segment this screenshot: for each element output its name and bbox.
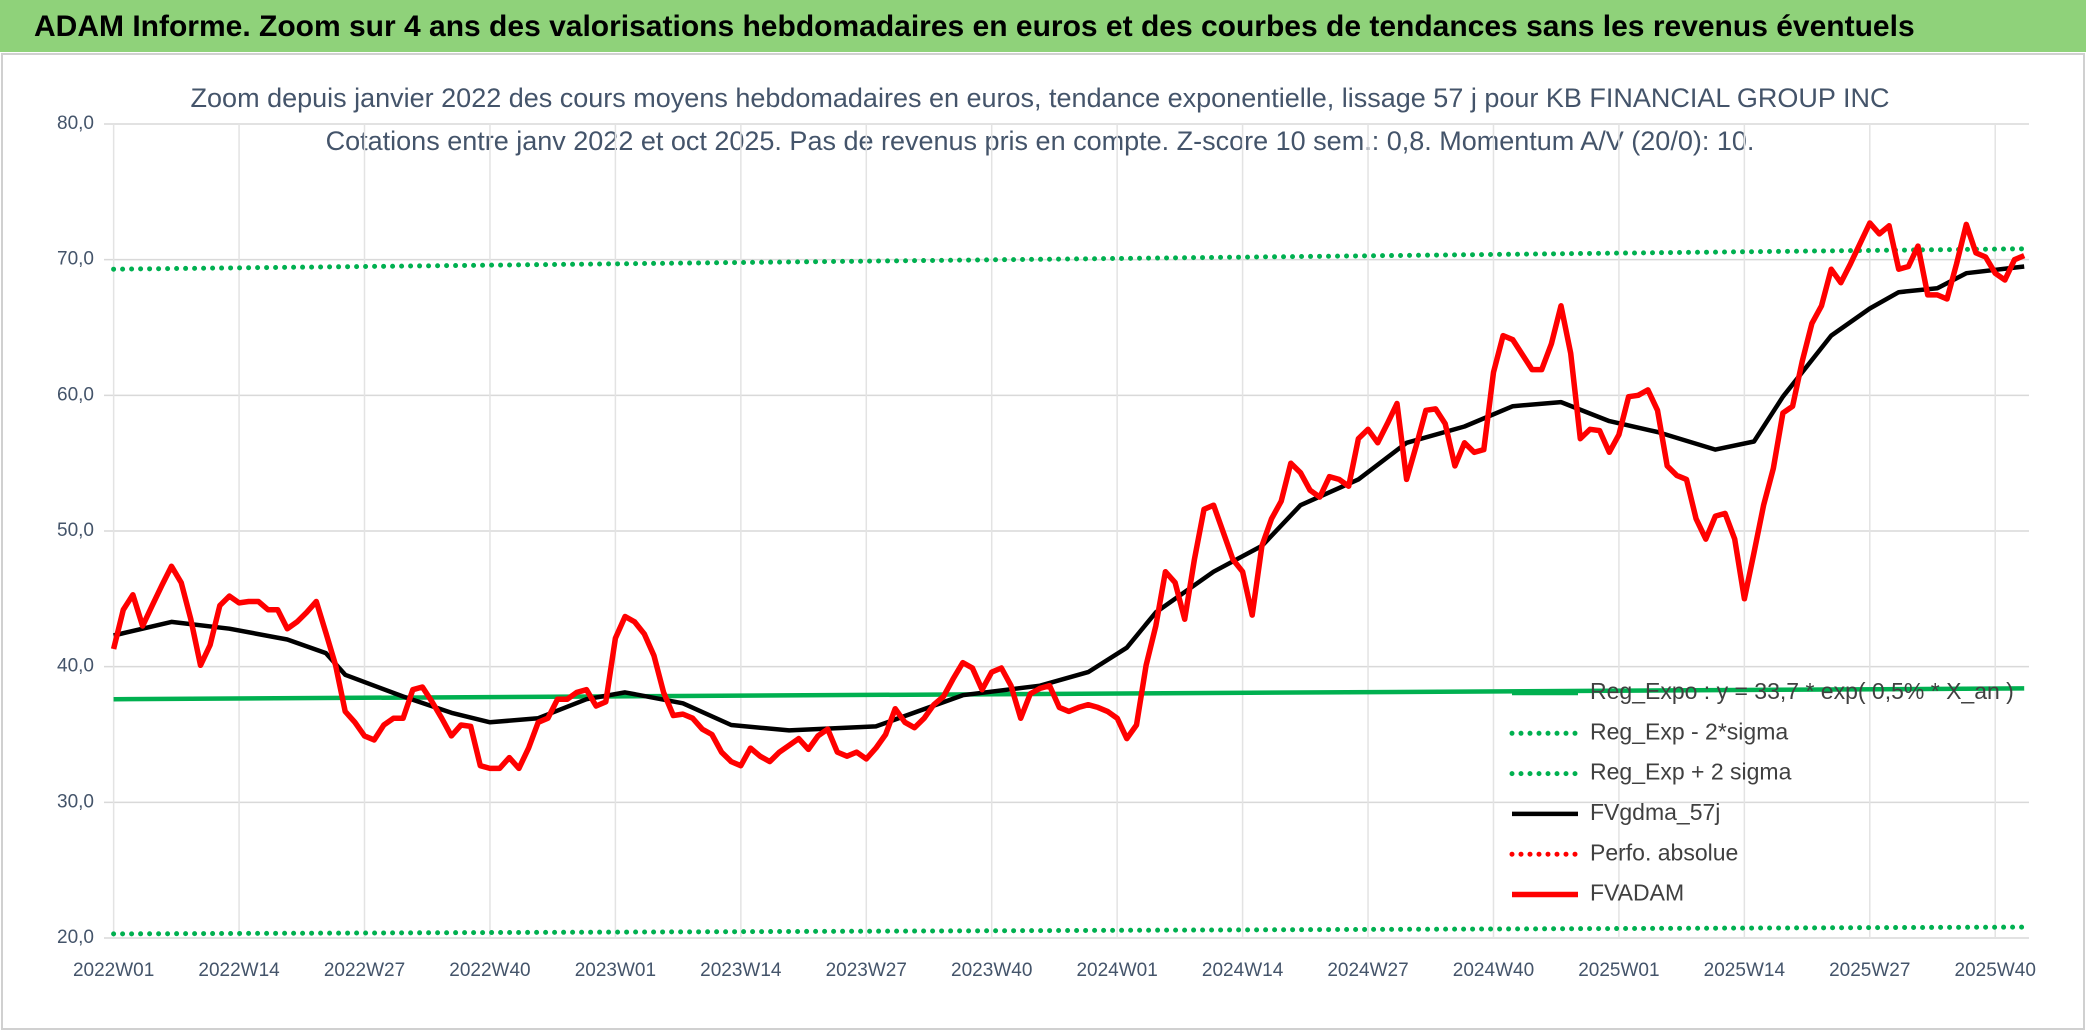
- legend-label: FVgdma_57j: [1590, 799, 1720, 825]
- series-line: [110, 220, 2026, 772]
- y-tick-label: 30,0: [57, 791, 94, 812]
- x-tick-label: 2022W01: [73, 960, 154, 981]
- legend-label: Perfo. absolue: [1590, 839, 1738, 865]
- chart-title: Zoom depuis janvier 2022 des cours moyen…: [191, 83, 1890, 113]
- chart-subtitle: Cotations entre janv 2022 et oct 2025. P…: [326, 126, 1755, 156]
- x-tick-label: 2022W14: [198, 960, 280, 981]
- legend-label: FVADAM: [1590, 880, 1684, 906]
- series-line: [111, 246, 2027, 272]
- x-tick-label: 2023W40: [951, 960, 1032, 981]
- header-title: ADAM Informe. Zoom sur 4 ans des valoris…: [34, 10, 1915, 43]
- series-line: [111, 924, 2027, 937]
- chart-frame: [1, 53, 2085, 1030]
- y-tick-label: 70,0: [57, 249, 94, 270]
- y-tick-label: 80,0: [57, 113, 94, 134]
- x-tick-label: 2025W27: [1829, 960, 1910, 981]
- y-tick-label: 40,0: [57, 656, 94, 677]
- x-tick-label: 2023W01: [575, 960, 656, 981]
- x-tick-label: 2023W27: [826, 960, 907, 981]
- x-tick-label: 2022W27: [324, 960, 405, 981]
- x-tick-label: 2023W14: [700, 960, 782, 981]
- x-tick-label: 2025W01: [1578, 960, 1659, 981]
- y-tick-label: 20,0: [57, 927, 94, 948]
- x-tick-label: 2024W14: [1202, 960, 1284, 981]
- y-tick-label: 60,0: [57, 384, 94, 405]
- series-line: [113, 264, 2025, 733]
- x-tick-label: 2025W40: [1955, 960, 2036, 981]
- x-tick-label: 2025W14: [1704, 960, 1786, 981]
- y-tick-label: 50,0: [57, 520, 94, 541]
- x-tick-label: 2022W40: [449, 960, 530, 981]
- legend-label: Reg_Expo : y = 33,7 * exp( 0,5% * X_an ): [1590, 678, 2014, 704]
- x-tick-label: 2024W40: [1453, 960, 1534, 981]
- x-tick-label: 2024W27: [1327, 960, 1408, 981]
- x-tick-label: 2024W01: [1076, 960, 1157, 981]
- legend-label: Reg_Exp + 2 sigma: [1590, 759, 1792, 785]
- legend-label: Reg_Exp - 2*sigma: [1590, 718, 1788, 744]
- header-bar: [0, 0, 2086, 52]
